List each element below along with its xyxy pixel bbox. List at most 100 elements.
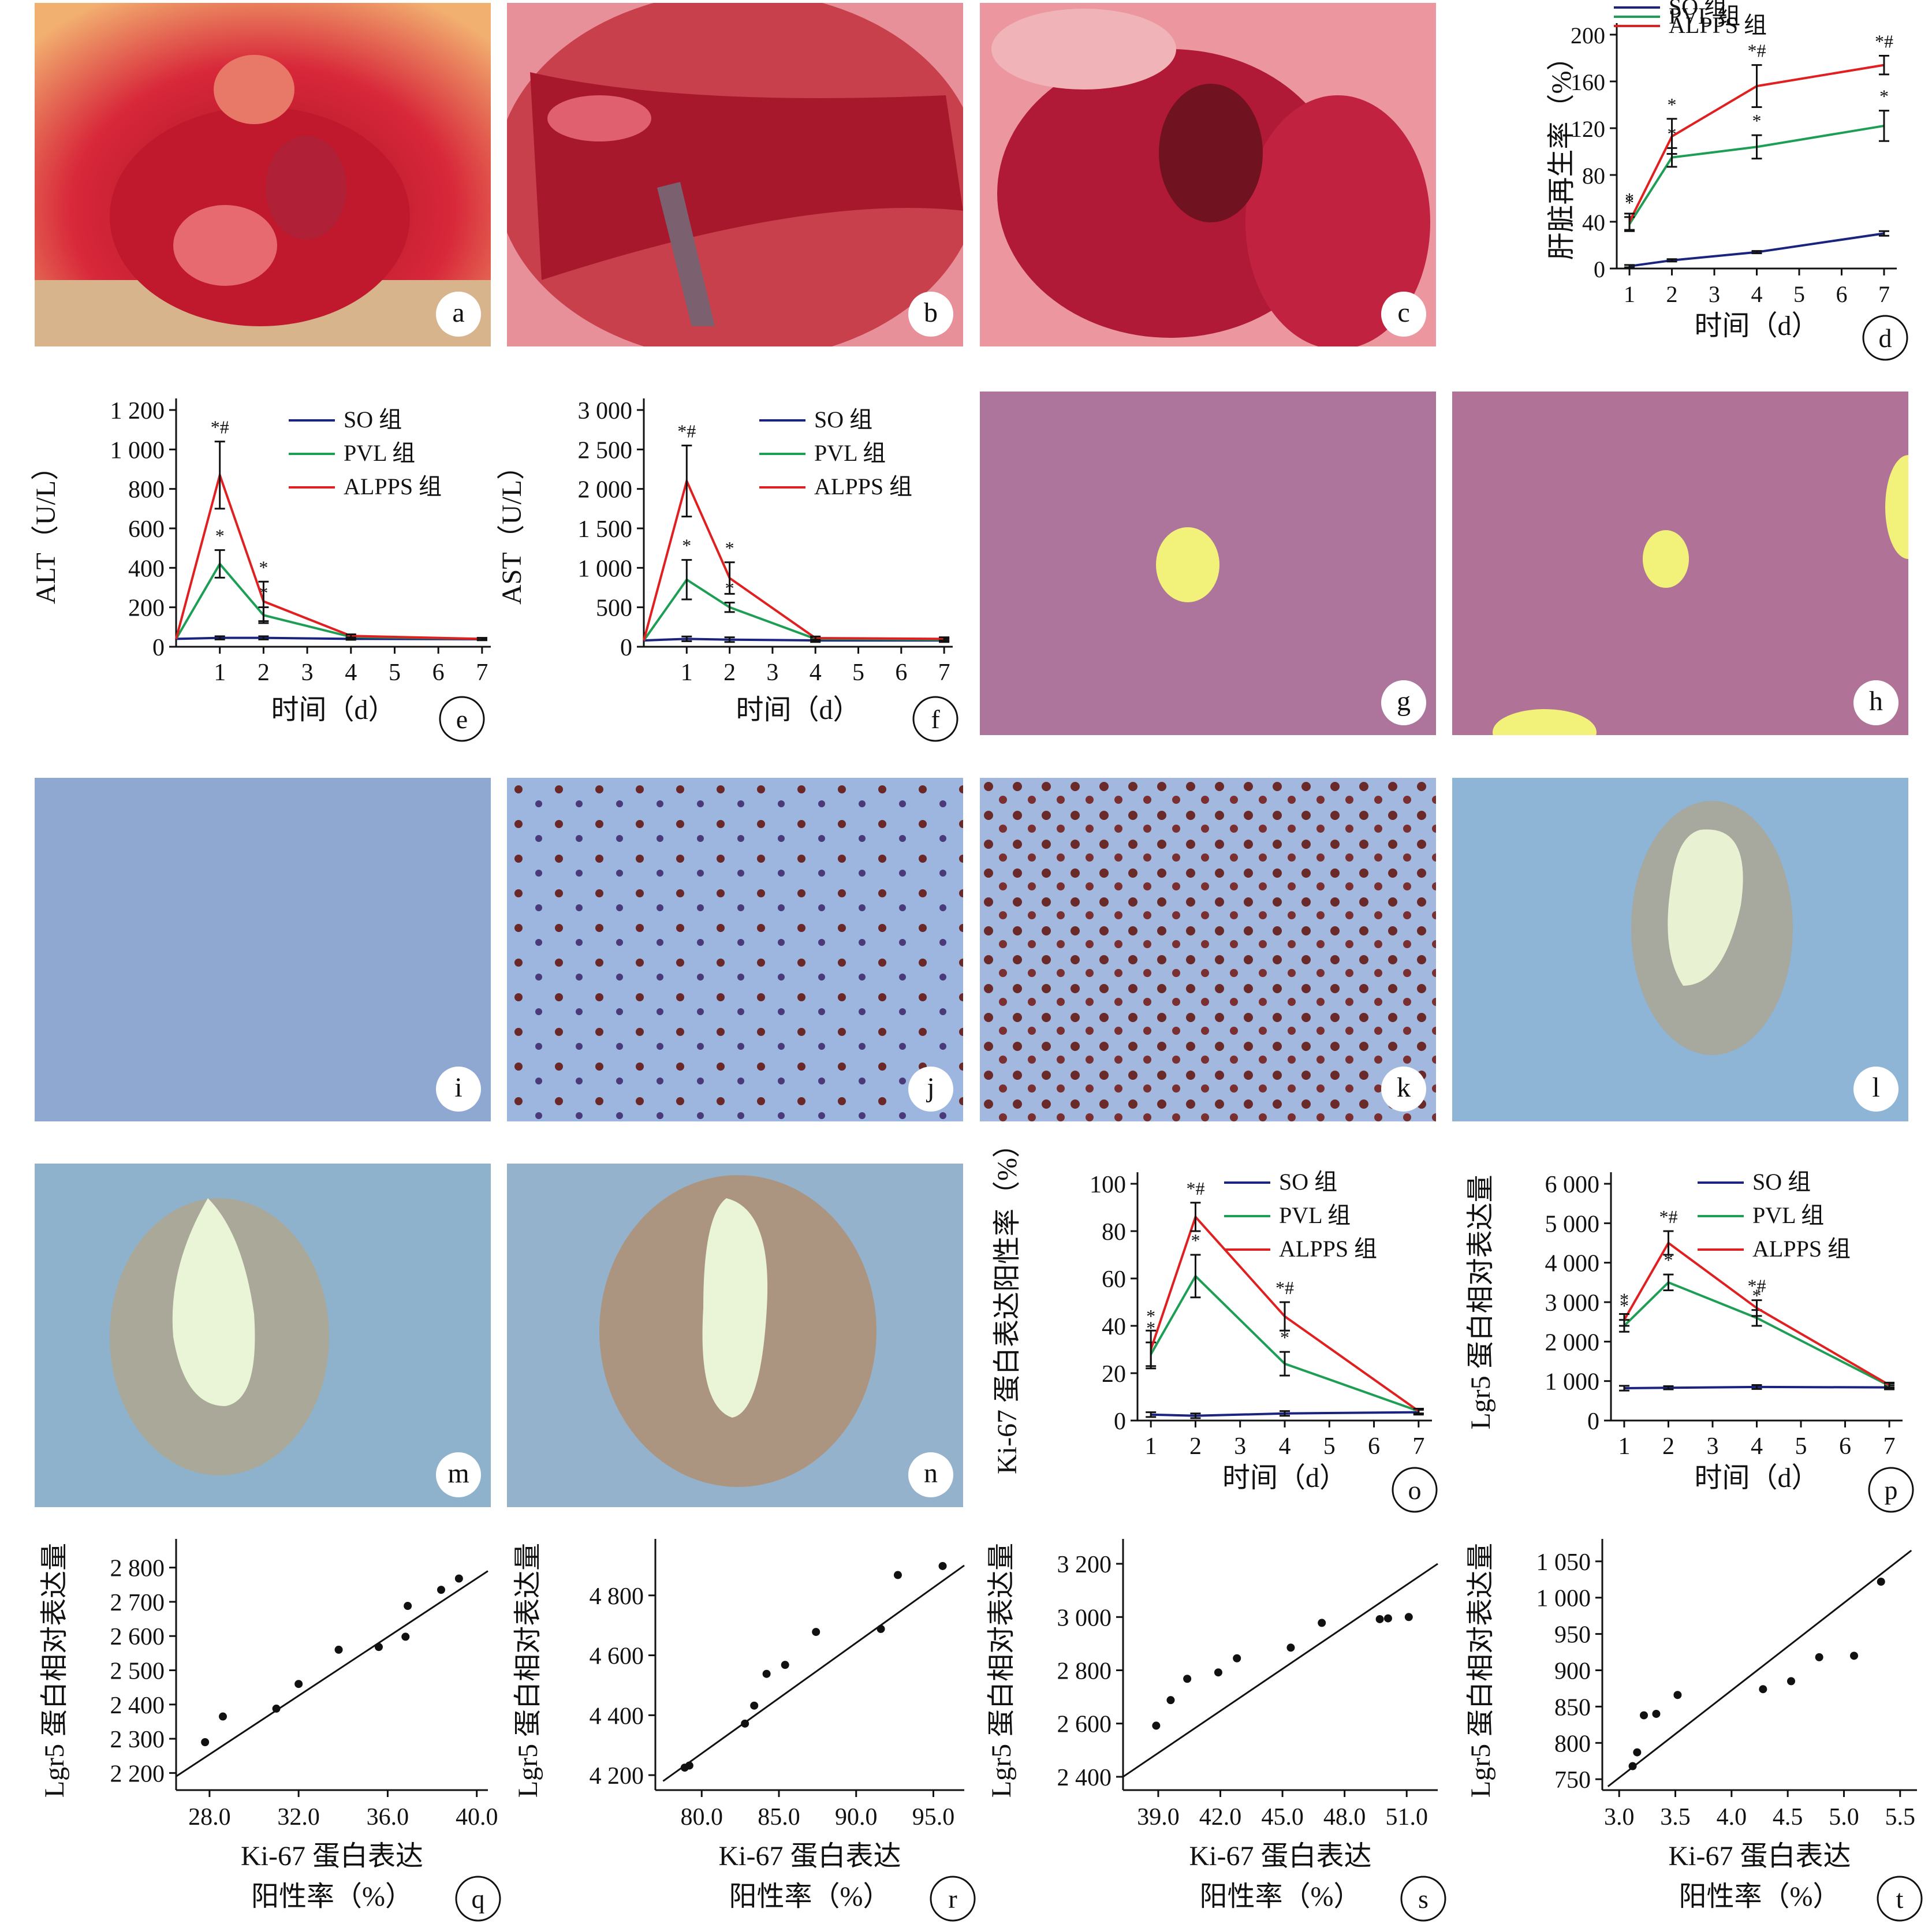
y-tick-label: 80 — [1582, 163, 1605, 189]
y-tick-label: 0 — [1114, 1408, 1126, 1435]
y-tick-label: 0 — [620, 635, 632, 661]
panel-letter: t — [1896, 1884, 1904, 1914]
ihc-photo-m: m — [35, 1164, 491, 1507]
x-tick-label: 3 — [1709, 281, 1720, 307]
y-axis-label: Lgr5 蛋白相对表达量 — [1465, 1543, 1496, 1798]
y-axis-label: Lgr5 蛋白相对表达量 — [513, 1543, 543, 1798]
x-axis-label-line2: 阳性率（%） — [251, 1881, 413, 1912]
panel-letter: b — [908, 292, 953, 337]
panel-letter: l — [1853, 1067, 1899, 1112]
data-point — [1628, 1762, 1637, 1770]
y-tick-label: 0 — [1594, 256, 1605, 282]
data-point — [741, 1719, 749, 1728]
x-tick-label: 42.0 — [1199, 1804, 1242, 1831]
ihc-photo-j: j — [507, 778, 963, 1121]
x-tick-label: 7 — [1412, 1433, 1424, 1460]
x-tick-label: 48.0 — [1323, 1804, 1366, 1831]
y-tick-label: 2 800 — [1057, 1658, 1112, 1685]
data-point — [1673, 1691, 1682, 1699]
panel-letter: o — [1408, 1475, 1422, 1505]
x-tick-label: 6 — [895, 659, 907, 686]
data-point — [1214, 1668, 1222, 1677]
y-tick-label: 2 200 — [110, 1761, 165, 1787]
y-tick-label: 2 600 — [1057, 1712, 1112, 1738]
x-tick-label: 39.0 — [1137, 1804, 1180, 1831]
data-point — [1652, 1709, 1661, 1718]
data-point — [272, 1704, 281, 1713]
panel-letter-circle — [455, 1876, 501, 1922]
significance-mark: *# — [1748, 40, 1766, 61]
y-tick-label: 1 500 — [578, 516, 633, 543]
x-tick-label: 36.0 — [367, 1804, 409, 1831]
data-point — [219, 1712, 227, 1721]
x-tick-label: 2 — [1666, 281, 1678, 307]
x-axis-label: 时间（d） — [271, 695, 396, 725]
panel-letter-circle — [439, 696, 485, 742]
significance-mark: * — [682, 535, 691, 556]
x-tick-label: 1 — [681, 659, 693, 686]
panel-letter: a — [436, 292, 481, 337]
x-axis-label-line2: 阳性率（%） — [1200, 1881, 1362, 1912]
y-tick-label: 2 000 — [1545, 1329, 1600, 1356]
regression-line — [176, 1570, 488, 1777]
y-tick-label: 6 000 — [1545, 1172, 1600, 1198]
legend-label: ALPPS 组 — [1669, 12, 1767, 38]
x-tick-label: 32.0 — [277, 1804, 320, 1831]
x-tick-label: 4 — [1751, 1433, 1763, 1460]
data-point — [1404, 1613, 1413, 1621]
x-tick-label: 28.0 — [188, 1804, 231, 1831]
significance-mark: *# — [1186, 1178, 1204, 1199]
y-tick-label: 1 200 — [110, 398, 165, 424]
y-tick-label: 2 800 — [110, 1556, 165, 1582]
y-tick-label: 2 300 — [110, 1727, 165, 1753]
y-tick-label: 950 — [1554, 1622, 1591, 1649]
y-axis-label: AST（U/L） — [497, 452, 527, 605]
data-point — [877, 1624, 885, 1633]
data-point — [201, 1738, 210, 1746]
data-point — [1383, 1614, 1392, 1623]
significance-mark: * — [1668, 94, 1677, 115]
x-tick-label: 5 — [389, 659, 401, 686]
panel-letter-circle — [1868, 1467, 1914, 1513]
y-tick-label: 4 600 — [590, 1643, 644, 1670]
x-tick-label: 6 — [1836, 281, 1847, 307]
x-axis-label: 时间（d） — [736, 695, 860, 725]
panel-letter-circle — [1400, 1876, 1446, 1922]
significance-mark: * — [1620, 1295, 1629, 1316]
data-point — [1759, 1685, 1767, 1694]
legend-label: ALPPS 组 — [344, 474, 442, 499]
y-tick-label: 1 050 — [1536, 1549, 1591, 1576]
x-axis-label-line1: Ki-67 蛋白表达 — [1189, 1841, 1372, 1872]
x-axis-label-line1: Ki-67 蛋白表达 — [241, 1841, 423, 1872]
panel-letter: r — [948, 1884, 957, 1914]
x-tick-label: 3 — [301, 659, 314, 686]
scatter-s: 2 400 2 600 2 800 3 000 3 200 39.0 42.0 45.0 48.… — [986, 1539, 1446, 1922]
y-tick-label: 2 500 — [110, 1658, 165, 1685]
x-tick-label: 5 — [1323, 1433, 1336, 1460]
data-point — [1233, 1654, 1241, 1662]
scatter-t: 750 800 850 900 950 1 000 1 050 3.0 3.5 4.0 4.5 5.0… — [1465, 1539, 1923, 1922]
data-point — [781, 1661, 789, 1669]
ihc-photo-i: i — [35, 778, 491, 1121]
x-tick-label: 4 — [810, 659, 822, 686]
y-axis-label: Lgr5 蛋白相对表达量 — [1465, 1175, 1496, 1429]
significance-mark: *# — [1748, 1276, 1766, 1296]
panel-letter: c — [1381, 292, 1426, 337]
y-tick-label: 3 000 — [1057, 1605, 1112, 1631]
y-tick-label: 0 — [1587, 1408, 1599, 1435]
x-tick-label: 3.0 — [1604, 1804, 1635, 1831]
x-tick-label: 1 — [1145, 1433, 1157, 1460]
data-point — [893, 1571, 902, 1579]
legend-label: SO 组 — [344, 407, 402, 433]
panel-letter: q — [472, 1884, 485, 1914]
panel-letter: j — [908, 1067, 953, 1112]
y-tick-label: 500 — [596, 595, 632, 622]
panel-letter: d — [1879, 323, 1892, 353]
panel-letter-circle — [1877, 1876, 1923, 1922]
significance-mark: *# — [211, 417, 229, 438]
y-tick-label: 400 — [128, 556, 165, 582]
y-axis-label: 肝脏再生率（%） — [1546, 43, 1577, 260]
series-line — [1151, 1411, 1419, 1417]
significance-mark: * — [215, 525, 225, 546]
y-axis-label: ALT（U/L） — [31, 453, 61, 604]
